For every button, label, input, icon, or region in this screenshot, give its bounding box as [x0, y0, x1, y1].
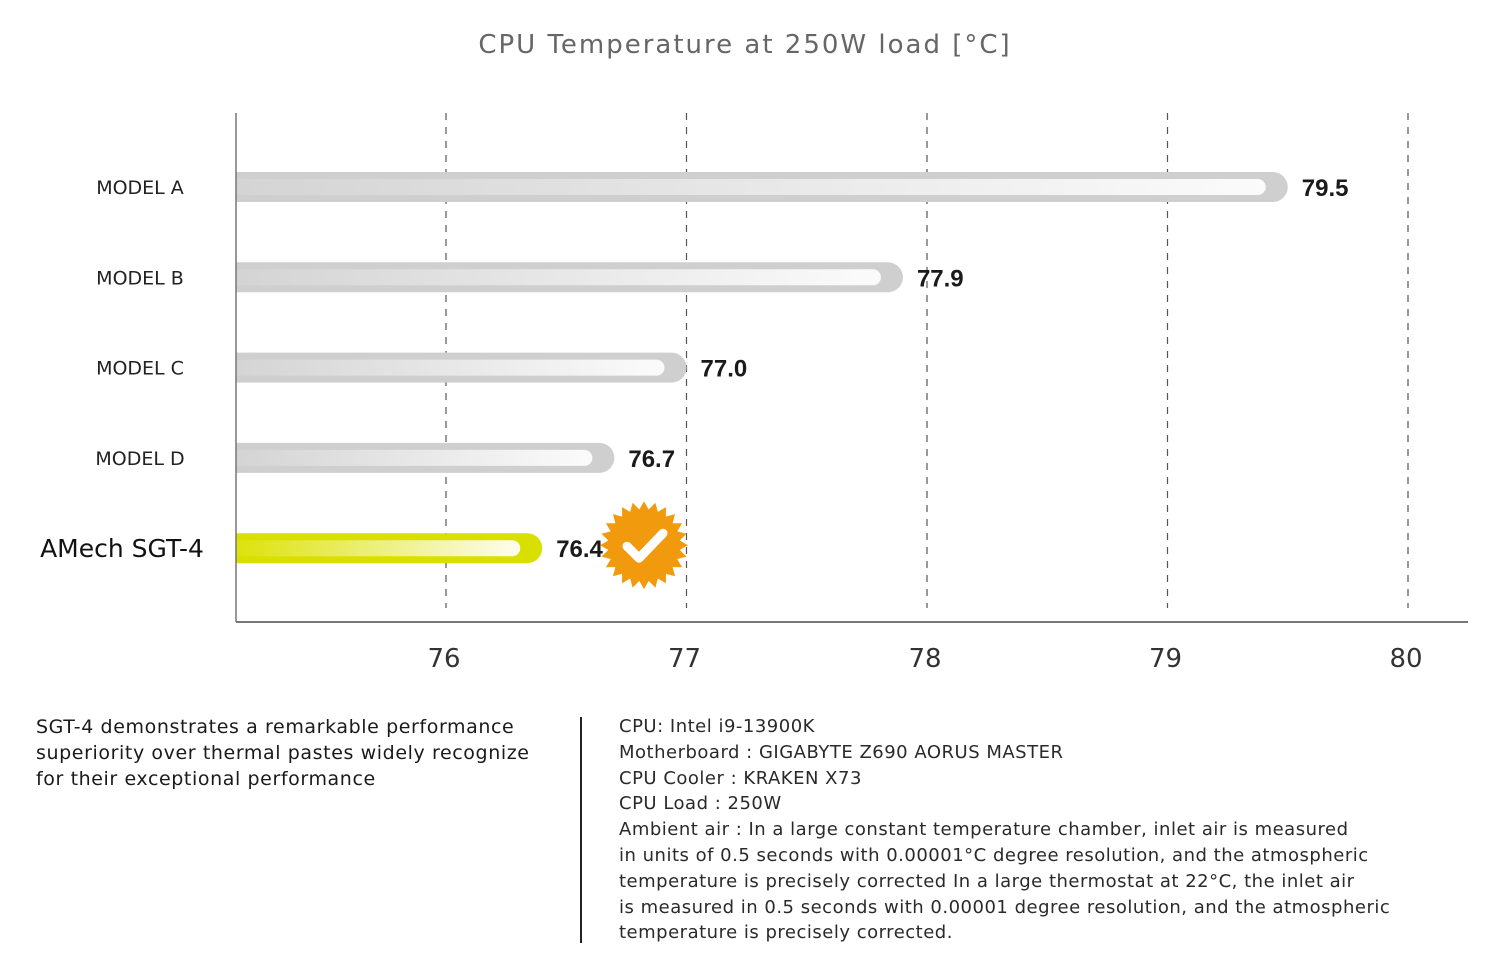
value-labels: 79.5 77.9 77.0 76.7 76.4: [556, 175, 1348, 563]
bar-inner-highlight: [236, 269, 881, 286]
value-label: 79.5: [1302, 175, 1349, 202]
test-specs: CPU: Intel i9-13900K Motherboard : GIGAB…: [619, 714, 1489, 946]
spec-ambient-line: in units of 0.5 seconds with 0.00001°C d…: [619, 844, 1369, 866]
spec-ambient-line: temperature is precisely corrected In a …: [619, 870, 1355, 892]
spec-load: CPU Load : 250W: [619, 793, 782, 815]
bar-inner-highlight: [236, 179, 1266, 195]
spec-cpu: CPU: Intel i9-13900K: [619, 716, 815, 737]
category-label: MODEL A: [96, 177, 184, 199]
chart-title: CPU Temperature at 250W load [°C]: [478, 30, 1011, 60]
category-label: AMech SGT-4: [40, 534, 204, 563]
value-label: 77.0: [701, 356, 748, 383]
spec-ambient-line: Ambient air : In a large constant temper…: [619, 819, 1349, 841]
x-tick-label: 79: [1149, 644, 1182, 674]
bar-inner-highlight: [236, 359, 665, 376]
spec-cooler: CPU Cooler : KRAKEN X73: [619, 767, 862, 789]
value-label: 76.4: [556, 536, 603, 563]
description-line: SGT-4 demonstrates a remarkable performa…: [36, 716, 515, 738]
description-text: SGT-4 demonstrates a remarkable performa…: [36, 714, 576, 792]
category-label: MODEL D: [95, 448, 184, 470]
badge-star: [600, 501, 688, 590]
bar-inner-highlight: [236, 540, 521, 557]
x-tick-labels: 76 77 78 79 80: [427, 644, 1422, 674]
category-labels: MODEL A MODEL B MODEL C MODEL D AMech SGT-4: [40, 177, 204, 563]
description-line: superiority over thermal pastes widely r…: [36, 742, 530, 764]
spec-motherboard: Motherboard : GIGABYTE Z690 AORUS MASTER: [619, 741, 1064, 763]
x-tick-label: 76: [427, 644, 460, 674]
check-badge-icon: [600, 501, 688, 590]
x-tick-label: 77: [668, 644, 701, 674]
x-tick-label: 80: [1389, 644, 1422, 674]
bar-inner-highlight: [236, 449, 593, 466]
spec-ambient: Ambient air : In a large constant temper…: [619, 817, 1489, 946]
bars: [236, 172, 1288, 564]
value-label: 76.7: [628, 446, 675, 473]
x-tick-label: 78: [908, 644, 941, 674]
grid-lines: [445, 113, 1409, 608]
section-divider: [580, 717, 582, 943]
check-icon: [622, 528, 668, 563]
category-label: MODEL B: [96, 267, 184, 289]
spec-ambient-line: temperature is precisely corrected.: [619, 922, 953, 944]
value-label: 77.9: [917, 265, 964, 292]
temperature-chart: CPU Temperature at 250W load [°C] MODEL …: [40, 30, 1468, 674]
description-line: for their exceptional performance: [36, 768, 376, 790]
spec-ambient-line: is measured in 0.5 seconds with 0.00001 …: [619, 896, 1391, 918]
category-label: MODEL C: [96, 358, 184, 380]
